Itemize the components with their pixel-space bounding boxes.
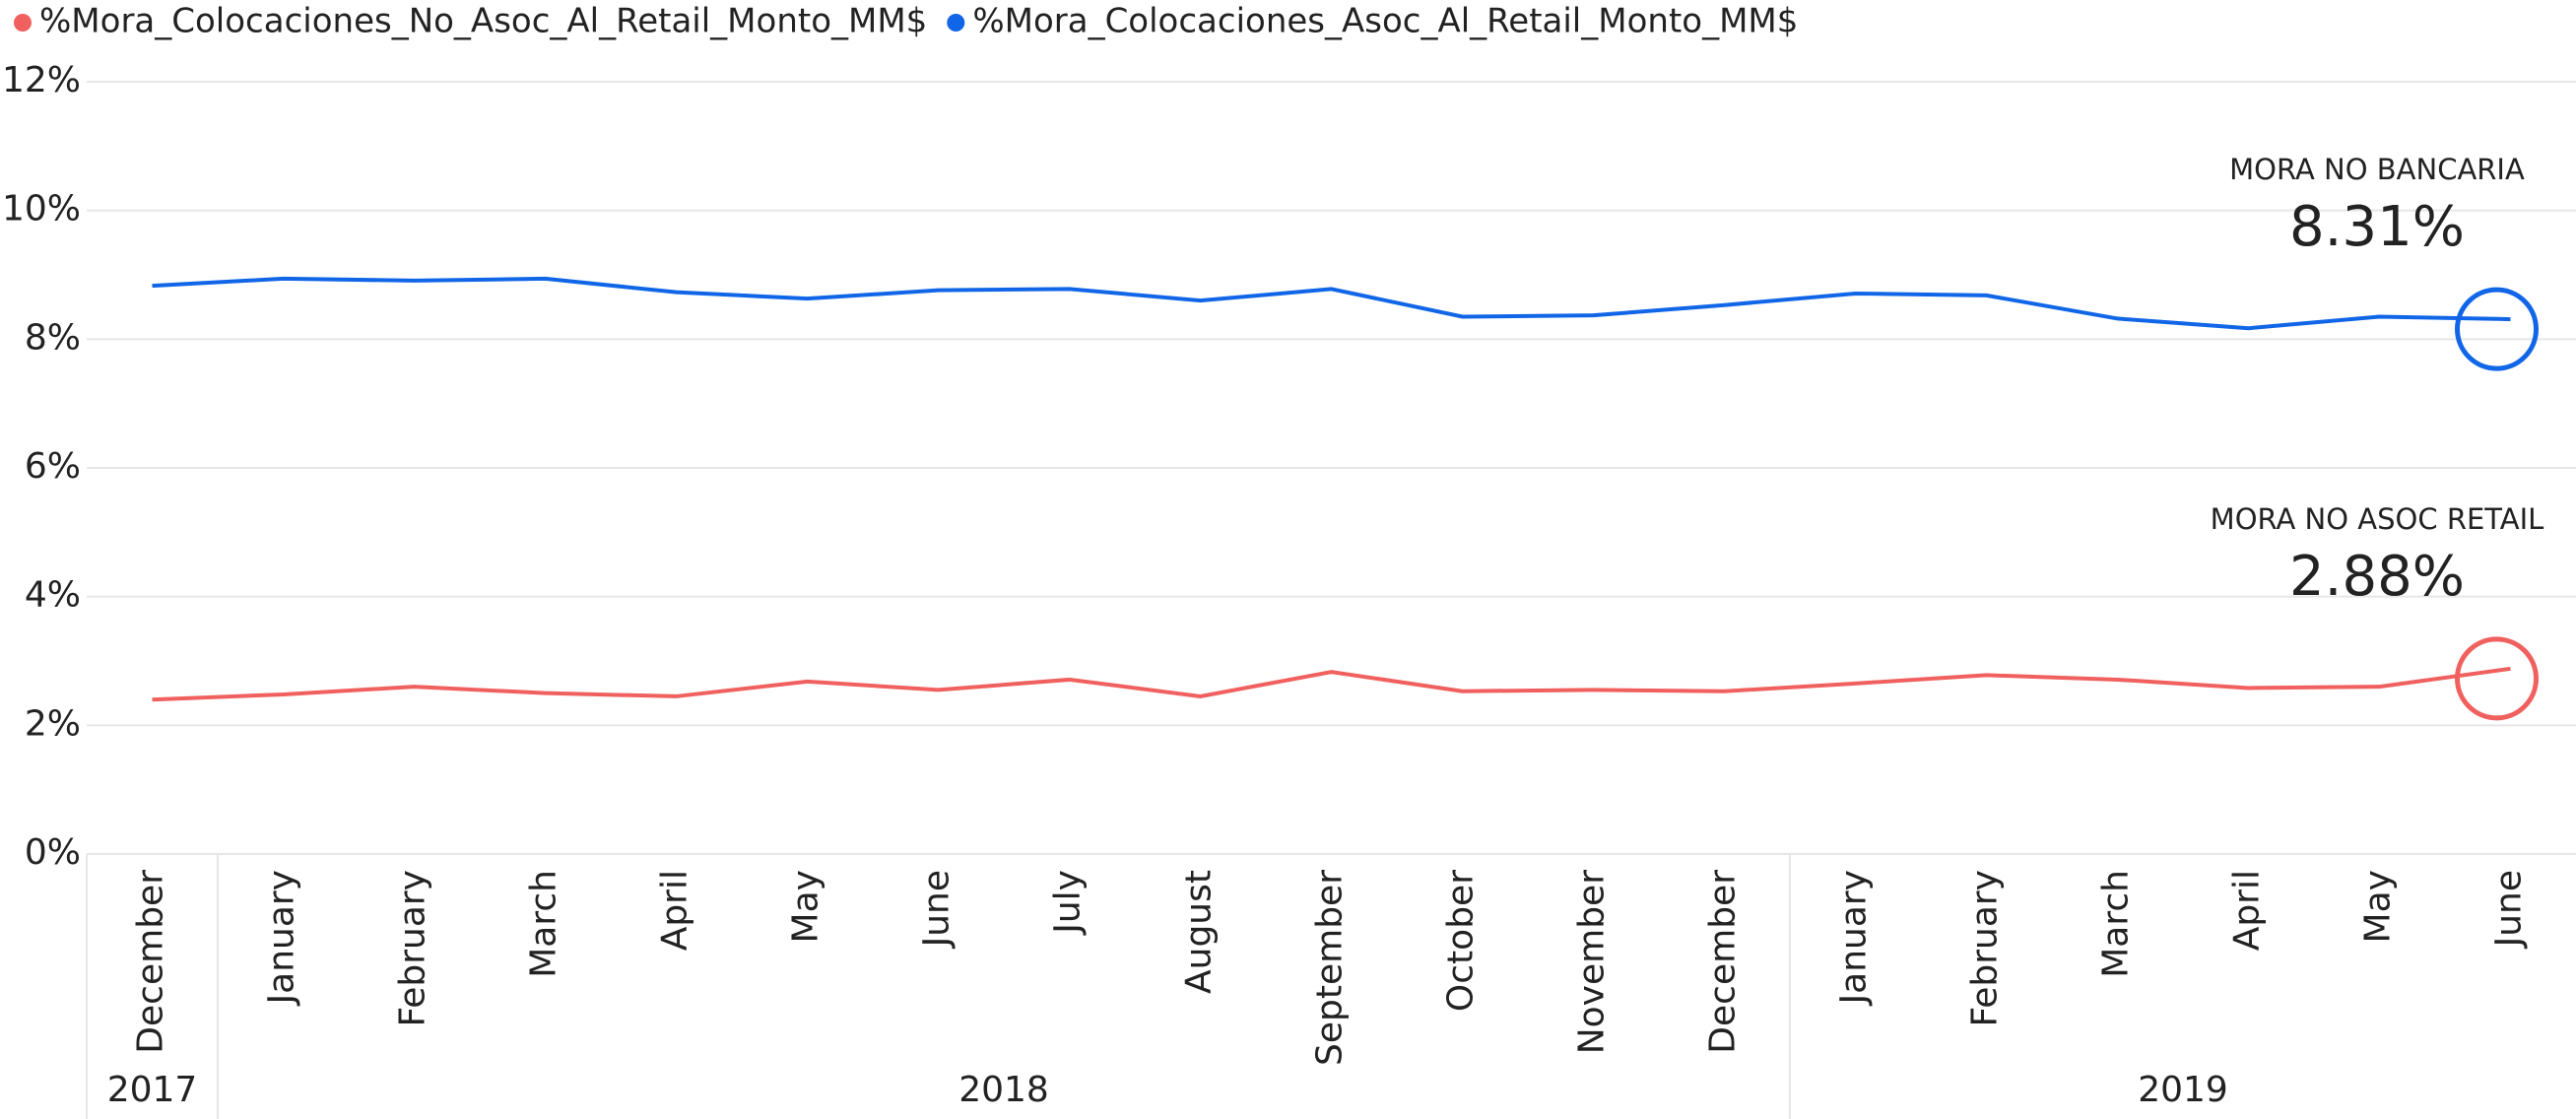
y-tick-label: 4% [25,575,81,616]
x-tick-label: July [1048,870,1089,936]
y-tick-label: 2% [25,703,81,744]
legend-label: %Mora_Colocaciones_Asoc_Al_Retail_Monto_… [972,2,1798,41]
x-tick-label: May [2358,870,2399,943]
x-tick-label: June [917,870,958,949]
legend-marker [14,14,32,32]
x-tick-label: December [131,870,171,1054]
x-tick-label: September [1310,870,1351,1066]
x-tick-label: February [393,870,433,1027]
y-tick-label: 12% [2,60,81,100]
series-line [152,276,2511,331]
highlight-circle [2455,287,2539,371]
year-label: 2019 [2138,1070,2228,1110]
legend-label: %Mora_Colocaciones_No_Asoc_Al_Retail_Mon… [39,2,927,41]
annotation-title: MORA NO ASOC RETAIL [2211,502,2544,536]
annotation-value: 8.31% [2289,195,2465,259]
x-tick-label: January [262,870,302,1006]
y-tick-label: 0% [25,832,81,873]
annotation-value: 2.88% [2289,545,2465,609]
x-tick-label: November [1572,870,1613,1054]
year-label: 2018 [958,1070,1049,1110]
y-tick-label: 10% [2,189,81,230]
x-tick-label: August [1179,870,1220,994]
x-tick-label: January [1834,870,1875,1006]
x-tick-label: October [1441,870,1482,1012]
x-tick-label: April [2227,870,2268,951]
highlight-circle [2455,636,2539,721]
y-tick-label: 6% [25,446,81,487]
x-tick-label: February [1965,870,2006,1027]
series-line [152,666,2511,702]
x-tick-label: March [2096,870,2137,978]
year-label: 2017 [107,1070,198,1110]
x-tick-label: March [524,870,564,978]
x-tick-label: April [655,870,695,951]
legend-marker [947,14,965,32]
x-tick-label: June [2489,870,2530,949]
x-tick-label: May [786,870,826,943]
annotation-title: MORA NO BANCARIA [2229,153,2525,186]
x-tick-label: December [1703,870,1744,1054]
y-tick-label: 8% [25,317,81,358]
